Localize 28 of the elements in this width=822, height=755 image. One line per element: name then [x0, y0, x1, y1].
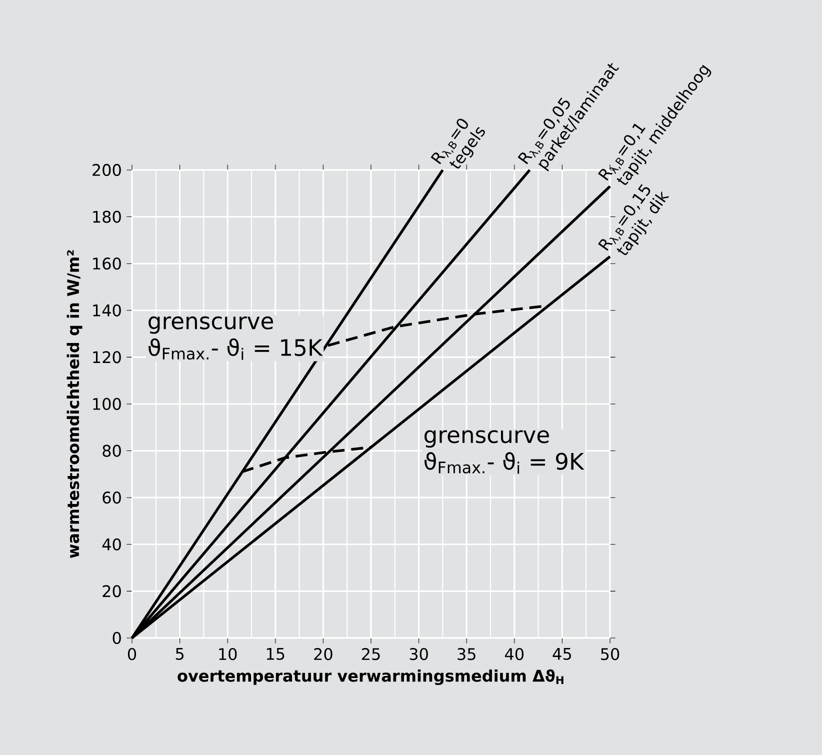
y-axis-title: warmtestroomdichtheid q in W/m² [66, 250, 82, 558]
x-tick-label: 50 [601, 648, 620, 660]
annotation: ϑ$_{Fmax.}$- ϑ$_{i}$ = 15K [148, 338, 323, 360]
x-tick-label: 35 [458, 648, 476, 660]
y-tick-label: 200 [92, 164, 121, 176]
y-tick-label: 100 [93, 398, 121, 410]
y-tick-label: 60 [102, 492, 121, 504]
y-tick-label: 180 [93, 210, 121, 223]
x-tick-label: 30 [410, 648, 428, 660]
x-tick-label: 5 [176, 648, 184, 660]
x-axis-title: overtemperatuur verwarmingsmedium Δϑ$_{H}$ [178, 669, 564, 686]
annotation: ϑ$_{Fmax.}$- ϑ$_{i}$ = 9K [424, 452, 584, 474]
y-tick-label: 140 [93, 304, 121, 316]
annotation: grenscurve [424, 430, 549, 448]
y-tick-label: 0 [112, 632, 121, 644]
y-tick-label: 120 [93, 351, 121, 364]
x-tick-label: 10 [219, 648, 237, 660]
x-tick-label: 0 [128, 648, 136, 660]
y-tick-label: 20 [102, 585, 121, 598]
x-tick-label: 25 [362, 648, 380, 660]
x-tick-label: 20 [314, 648, 332, 660]
y-tick-label: 80 [102, 444, 121, 457]
y-tick-label: 40 [102, 538, 121, 550]
x-tick-label: 45 [552, 648, 571, 660]
annotation: grenscurve [148, 316, 273, 334]
x-tick-label: 40 [504, 648, 524, 660]
x-tick-label: 15 [266, 648, 284, 660]
y-tick-label: 160 [93, 258, 121, 270]
